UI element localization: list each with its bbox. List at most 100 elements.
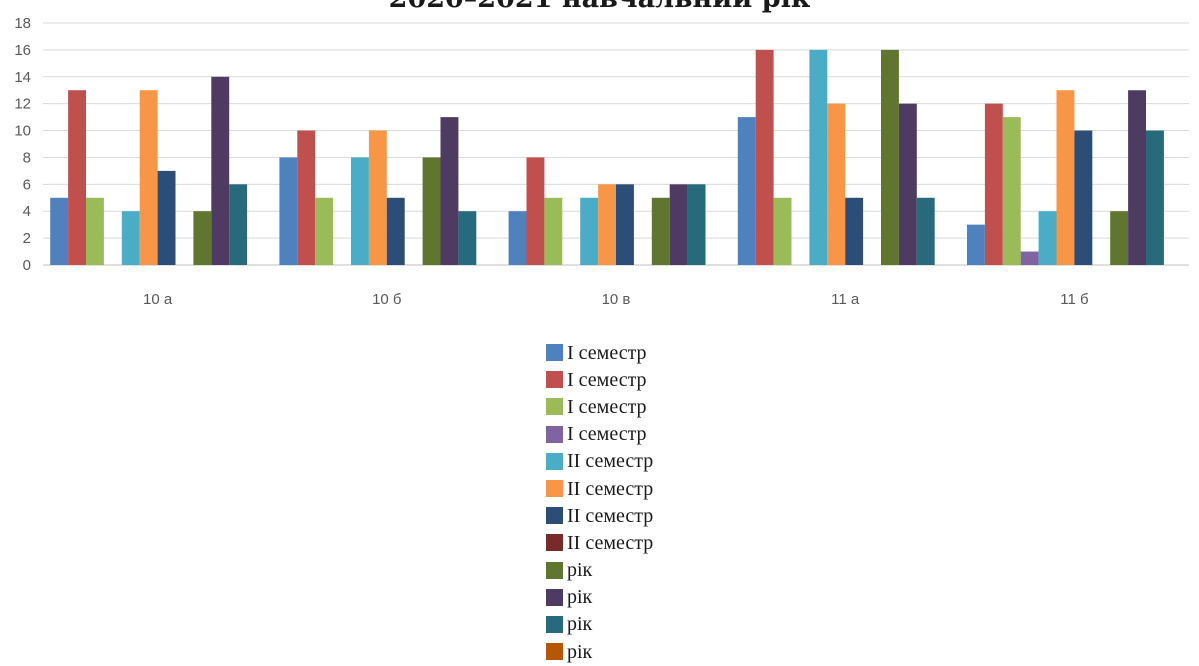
bar (967, 224, 985, 265)
y-tick-label: 12 (14, 96, 31, 113)
legend-item: І семестр (546, 366, 653, 393)
legend-label: І семестр (567, 395, 647, 418)
legend-swatch (546, 534, 563, 552)
chart-plot: 0 2 4 6 8 10 12 14 16 18 10 а 10 б 10 в 11 а 11 б (14, 15, 1189, 308)
bar (755, 49, 774, 265)
bar (229, 184, 248, 265)
bar (211, 76, 230, 265)
bar (1020, 251, 1039, 265)
y-tick-label: 6 (23, 176, 31, 193)
bar (315, 197, 334, 265)
y-axis-ticks: 0 2 4 6 8 10 12 14 16 18 (14, 15, 31, 274)
bar (916, 197, 935, 265)
legend-swatch (546, 452, 563, 470)
legend-label: ІІ семестр (567, 531, 654, 554)
legend-swatch (546, 615, 563, 633)
legend-item: рік (546, 611, 653, 638)
bar (1038, 211, 1057, 265)
x-tick-label: 10 б (372, 291, 401, 308)
bar (898, 103, 917, 265)
legend-swatch (546, 425, 563, 443)
bar (368, 130, 387, 265)
legend-swatch (546, 480, 563, 498)
legend-swatch (546, 588, 563, 606)
x-tick-label: 10 в (602, 291, 631, 308)
bar (651, 197, 670, 265)
legend-label: рік (567, 640, 593, 663)
legend-item: І семестр (546, 339, 653, 366)
bars (50, 49, 1164, 265)
x-axis-ticks: 10 а 10 б 10 в 11 а 11 б (143, 291, 1089, 308)
legend-item: ІІ семестр (546, 529, 653, 556)
bar (86, 197, 104, 265)
y-tick-label: 8 (23, 149, 31, 166)
legend-label: рік (567, 613, 593, 636)
bar (616, 184, 634, 265)
bar (737, 117, 756, 265)
bar (157, 170, 176, 265)
bar (1074, 130, 1093, 265)
bar (526, 157, 545, 265)
bar (458, 211, 477, 265)
bar (508, 211, 527, 265)
bar (1146, 130, 1164, 265)
legend-label: І семестр (567, 341, 647, 364)
bar (297, 130, 316, 265)
legend-item: рік (546, 638, 653, 665)
y-tick-label: 2 (23, 230, 31, 247)
legend-swatch (546, 507, 563, 525)
bar (351, 157, 369, 265)
bar (279, 157, 298, 265)
legend-label: рік (567, 559, 593, 582)
bar (1110, 211, 1129, 265)
bar (1056, 90, 1075, 265)
y-tick-label: 14 (14, 69, 31, 86)
legend-label: ІІ семестр (567, 477, 654, 500)
bar (809, 49, 828, 265)
bar (827, 103, 846, 265)
x-tick-label: 11 а (831, 291, 860, 308)
legend-swatch (546, 561, 563, 579)
y-tick-label: 16 (14, 42, 31, 59)
bar (544, 197, 563, 265)
bar (422, 157, 441, 265)
bar (845, 197, 864, 265)
legend-item: рік (546, 557, 653, 584)
x-tick-label: 11 б (1060, 291, 1088, 308)
legend-swatch (546, 344, 563, 362)
bar (580, 197, 599, 265)
bar (687, 184, 706, 265)
bar (1128, 90, 1146, 265)
bar (669, 184, 688, 265)
bar (386, 197, 405, 265)
bar (50, 197, 69, 265)
bar (1002, 117, 1021, 265)
y-tick-label: 4 (23, 203, 31, 220)
bar (984, 103, 1003, 265)
legend-item: ІІ семестр (546, 448, 653, 475)
legend-label: І семестр (567, 423, 647, 446)
legend-label: ІІ семестр (567, 450, 654, 473)
x-tick-label: 10 а (143, 291, 173, 308)
bar (121, 211, 140, 265)
legend-swatch (546, 643, 563, 661)
legend-label: ІІ семестр (567, 504, 654, 527)
chart-title: 2020–2021 навчальний рік (0, 0, 1199, 14)
y-tick-label: 18 (14, 15, 31, 32)
legend: І семестр І семестр І семестр І семестр ІІ с… (546, 339, 653, 665)
bar (139, 90, 158, 265)
bar (440, 117, 459, 265)
legend-item: І семестр (546, 421, 653, 448)
legend-item: рік (546, 584, 653, 611)
y-tick-label: 10 (14, 123, 31, 140)
legend-label: рік (567, 586, 593, 609)
legend-item: ІІ семестр (546, 475, 653, 502)
bar (881, 49, 899, 265)
legend-swatch (546, 398, 563, 416)
legend-swatch (546, 371, 563, 389)
bar (193, 211, 212, 265)
y-tick-label: 0 (23, 257, 31, 274)
legend-item: І семестр (546, 393, 653, 420)
legend-label: І семестр (567, 368, 647, 391)
bar (773, 197, 792, 265)
